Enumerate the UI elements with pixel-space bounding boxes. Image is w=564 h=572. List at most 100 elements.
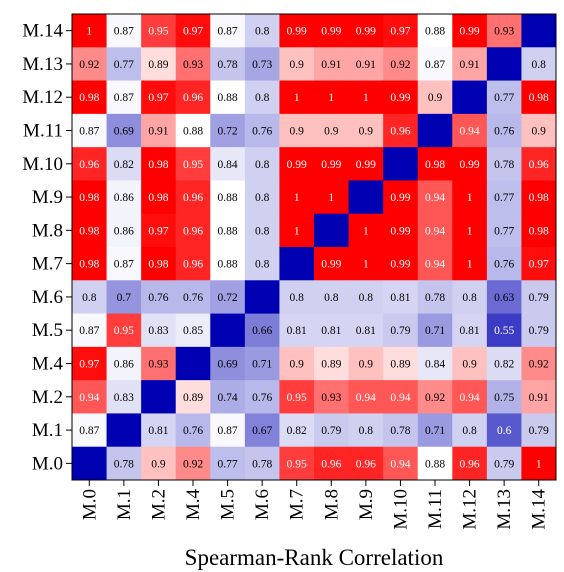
heatmap-cell <box>72 47 108 82</box>
cell-value: 0.89 <box>390 359 410 371</box>
heatmap-cell <box>383 247 419 281</box>
heatmap-cell <box>279 14 315 48</box>
heatmap-cell <box>175 213 211 248</box>
heatmap-cell <box>521 80 557 115</box>
x-tick-label: M.4 <box>183 489 204 521</box>
heatmap-cell <box>486 213 522 248</box>
cell-value: 0.94 <box>425 225 445 237</box>
heatmap-cell <box>348 47 384 82</box>
heatmap-cell <box>175 14 211 48</box>
heatmap-cell <box>314 280 350 315</box>
y-tick-label: M.4 <box>32 354 64 375</box>
cell-value: 0.93 <box>494 26 514 38</box>
cell-value: 0.98 <box>79 92 99 104</box>
heatmap-cell <box>452 446 488 481</box>
y-tick-label: M.11 <box>23 121 63 142</box>
heatmap-cell <box>486 446 522 481</box>
heatmap-cell <box>348 346 384 381</box>
heatmap-cell <box>348 313 384 348</box>
cell-value: 0.95 <box>287 458 307 470</box>
heatmap-cell <box>141 280 177 315</box>
heatmap-cell <box>141 413 177 448</box>
cell-value: 0.99 <box>287 159 307 171</box>
cell-value: 0.99 <box>321 26 341 38</box>
heatmap-cell <box>314 180 350 215</box>
cell-value: 0.87 <box>79 126 99 138</box>
heatmap-cell <box>72 247 108 281</box>
heatmap-cell <box>383 380 419 414</box>
cell-value: 0.6 <box>497 425 512 437</box>
diagonal-cell <box>72 446 108 481</box>
heatmap-cell <box>348 14 384 48</box>
cell-value: 0.8 <box>324 292 339 304</box>
x-tick-label: M.10 <box>390 489 411 530</box>
heatmap-cell <box>314 147 350 181</box>
heatmap-cell <box>348 80 384 115</box>
cell-value: 0.66 <box>252 325 272 337</box>
heatmap-cell <box>72 346 108 381</box>
heatmap-cell <box>141 80 177 115</box>
diagonal-cell <box>244 280 280 315</box>
cell-value: 0.87 <box>218 26 238 38</box>
y-tick-label: M.12 <box>22 87 63 108</box>
heatmap-cell <box>175 80 211 115</box>
heatmap-cell <box>210 346 246 381</box>
heatmap-cell <box>72 380 108 414</box>
heatmap-cell <box>210 280 246 315</box>
heatmap-cell <box>279 380 315 414</box>
heatmap-cell <box>72 280 108 315</box>
heatmap-cell <box>175 180 211 215</box>
cell-value: 0.99 <box>390 259 410 271</box>
cell-value: 0.87 <box>79 425 99 437</box>
heatmap-cell <box>106 380 142 414</box>
heatmap-cell <box>452 47 488 82</box>
cell-value: 0.98 <box>79 259 99 271</box>
cell-value: 0.71 <box>252 359 272 371</box>
heatmap-cell <box>452 147 488 181</box>
heatmap-cell <box>348 280 384 315</box>
diagonal-cell <box>383 147 419 181</box>
cell-value: 1 <box>467 259 473 271</box>
diagonal-cell <box>210 313 246 348</box>
heatmap-cell <box>417 147 453 181</box>
heatmap-cell <box>244 80 280 115</box>
heatmap-cell <box>175 113 211 148</box>
y-tick-label: M.5 <box>32 320 63 341</box>
cell-value: 0.91 <box>529 392 549 404</box>
cell-value: 0.78 <box>390 425 410 437</box>
heatmap-cell <box>279 313 315 348</box>
cell-value: 0.69 <box>114 126 134 138</box>
cell-value: 0.96 <box>183 225 203 237</box>
cell-value: 0.86 <box>114 225 134 237</box>
heatmap-cell <box>452 180 488 215</box>
heatmap-cell <box>417 213 453 248</box>
heatmap-cell <box>314 247 350 281</box>
y-tick-label: M.10 <box>22 154 63 175</box>
cell-value: 0.81 <box>356 325 376 337</box>
heatmap-cell <box>175 446 211 481</box>
cell-value: 0.81 <box>390 292 410 304</box>
cell-value: 0.8 <box>290 292 305 304</box>
cell-value: 0.9 <box>428 92 443 104</box>
cell-value: 0.98 <box>529 225 549 237</box>
heatmap-cell <box>210 247 246 281</box>
cell-value: 0.95 <box>148 26 168 38</box>
heatmap-cell <box>486 313 522 348</box>
heatmap-cell <box>141 313 177 348</box>
heatmap-cell <box>486 147 522 181</box>
x-tick-label: M.5 <box>218 489 239 520</box>
cell-value: 0.99 <box>356 26 376 38</box>
cell-value: 0.96 <box>356 458 376 470</box>
cell-value: 0.91 <box>460 59 480 71</box>
heatmap-cell <box>486 346 522 381</box>
cell-value: 0.93 <box>321 392 341 404</box>
cell-value: 0.81 <box>287 325 307 337</box>
cell-value: 0.77 <box>218 458 238 470</box>
heatmap-cell <box>72 180 108 215</box>
heatmap-cell <box>106 113 142 148</box>
cell-value: 1 <box>86 26 92 38</box>
heatmap-cell <box>106 247 142 281</box>
cell-value: 0.97 <box>183 26 203 38</box>
y-tick-label: M.7 <box>32 254 63 275</box>
heatmap-cell <box>244 313 280 348</box>
